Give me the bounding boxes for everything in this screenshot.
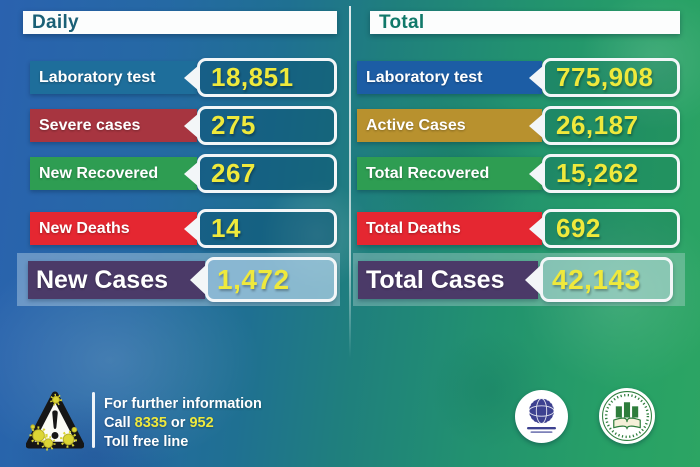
warning-triangle-virus-icon: [26, 391, 84, 451]
footer: For further information Call 8335 or 952…: [0, 370, 700, 467]
stat-label-bar: Total Deaths: [357, 212, 542, 245]
stat-value-box: 692: [529, 209, 680, 248]
arrow-left-icon: [190, 263, 207, 296]
stat-value-box: 267: [184, 154, 337, 193]
stat-value: 42,143: [552, 264, 641, 295]
stat-label-bar: Laboratory test: [357, 61, 542, 94]
stat-value-box: 275: [184, 106, 337, 145]
stat-value: 267: [211, 158, 256, 188]
stat-row-total-active-cases: Active Cases 26,187: [350, 106, 700, 145]
stat-label: Total Recovered: [366, 165, 490, 182]
toll-free-number-1: 8335: [134, 415, 167, 431]
arrow-left-icon: [184, 112, 199, 139]
arrow-left-icon: [529, 215, 544, 242]
stat-label-bar: Active Cases: [357, 109, 542, 142]
panel-divider: [349, 6, 351, 358]
stat-label: New Deaths: [39, 220, 130, 237]
stat-label: New Cases: [36, 266, 169, 294]
stat-row-total-laboratory-test: Laboratory test 775,908: [350, 58, 700, 97]
stat-value-box: 15,262: [529, 154, 680, 193]
footer-info-line2: Call 8335 or 952: [104, 414, 262, 433]
call-word: Call: [104, 415, 131, 431]
stat-value-box: 18,851: [184, 58, 337, 97]
arrow-left-icon: [529, 64, 544, 91]
stat-row-total-recovered: Total Recovered 15,262: [350, 154, 700, 193]
stat-label-bar: New Cases: [28, 261, 205, 299]
stat-value-box: 14: [184, 209, 337, 248]
stat-label-bar: New Deaths: [30, 212, 197, 245]
stat-value: 14: [211, 213, 241, 243]
stat-row-daily-severe-cases: Severe cases 275: [0, 106, 350, 145]
stat-label: Active Cases: [366, 117, 466, 134]
daily-panel-title: Daily: [32, 12, 79, 33]
ethiopian-public-health-institute-logo: [599, 388, 655, 444]
total-panel-header: Total: [370, 11, 680, 34]
stat-value: 26,187: [556, 110, 639, 140]
stat-label: New Recovered: [39, 165, 159, 182]
arrow-left-icon: [184, 215, 199, 242]
stat-value-box: 26,187: [529, 106, 680, 145]
stat-label-bar: New Recovered: [30, 157, 197, 190]
daily-panel-header: Daily: [23, 11, 337, 34]
stat-label: Severe cases: [39, 117, 141, 134]
footer-info-text: For further information Call 8335 or 952…: [104, 395, 262, 452]
stat-value-box: 775,908: [529, 58, 680, 97]
stat-value: 18,851: [211, 62, 294, 92]
stat-row-total-deaths: Total Deaths 692: [350, 209, 700, 248]
stat-row-daily-new-recovered: New Recovered 267: [0, 154, 350, 193]
stat-label-bar: Total Cases: [358, 261, 538, 299]
stat-label-bar: Laboratory test: [30, 61, 197, 94]
daily-panel: Daily Laboratory test 18,851 Severe case…: [0, 0, 350, 370]
arrow-left-icon: [184, 160, 199, 187]
arrow-left-icon: [529, 112, 544, 139]
stat-row-total-cases: Total Cases 42,143: [353, 253, 685, 306]
stat-row-daily-new-deaths: New Deaths 14: [0, 209, 350, 248]
stat-row-daily-new-cases: New Cases 1,472: [17, 253, 340, 306]
stat-value: 1,472: [217, 264, 290, 295]
footer-info-line1: For further information: [104, 396, 262, 412]
total-panel: Total Laboratory test 775,908 Active Cas…: [350, 0, 700, 370]
or-word: or: [170, 415, 186, 431]
stat-value: 275: [211, 110, 256, 140]
stat-value-box: 42,143: [525, 257, 673, 302]
footer-divider: [92, 392, 95, 448]
toll-free-number-2: 952: [189, 415, 214, 431]
stat-value: 775,908: [556, 62, 654, 92]
stat-value: 15,262: [556, 158, 639, 188]
ministry-of-health-ethiopia-logo: [515, 390, 568, 443]
arrow-left-icon: [525, 263, 542, 296]
stat-value-box: 1,472: [190, 257, 337, 302]
stat-value: 692: [556, 213, 601, 243]
stat-label: Total Cases: [366, 266, 505, 294]
stat-label-bar: Total Recovered: [357, 157, 542, 190]
stat-label: Laboratory test: [366, 69, 483, 86]
stat-label: Laboratory test: [39, 69, 156, 86]
total-panel-title: Total: [379, 12, 425, 33]
arrow-left-icon: [184, 64, 199, 91]
arrow-left-icon: [529, 160, 544, 187]
footer-info-line3: Toll free line: [104, 434, 189, 450]
stat-label-bar: Severe cases: [30, 109, 197, 142]
stat-label: Total Deaths: [366, 220, 461, 237]
stat-row-daily-laboratory-test: Laboratory test 18,851: [0, 58, 350, 97]
